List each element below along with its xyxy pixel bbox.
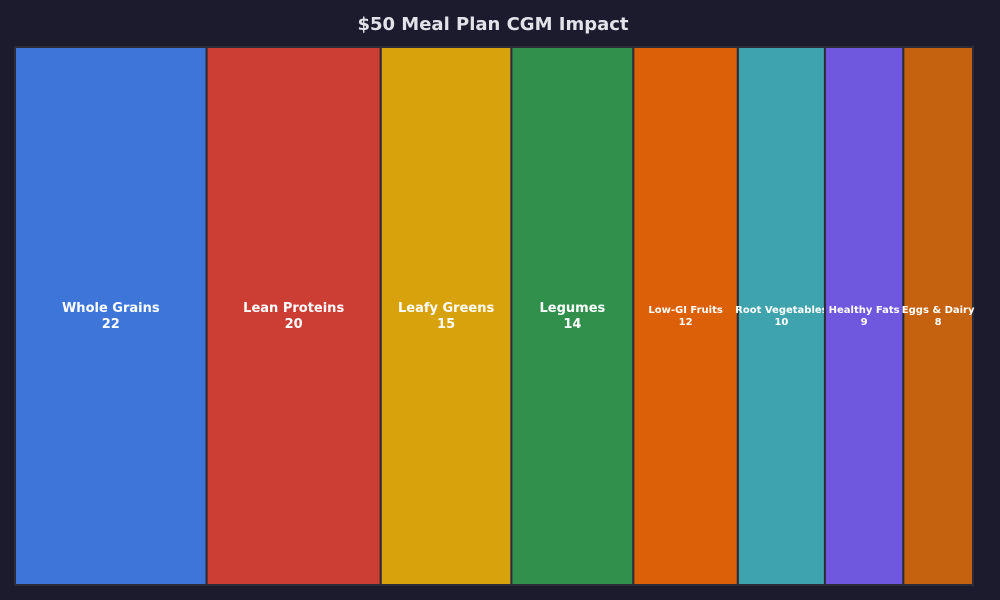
segment-value-whole-grains: 22 xyxy=(102,317,120,332)
segment-lean-proteins xyxy=(205,46,382,586)
segment-label-healthy-fats: Healthy Fats xyxy=(829,305,900,316)
segment-label-lean-proteins: Lean Proteins xyxy=(243,301,344,316)
segment-label-low-gi-fruits: Low-GI Fruits xyxy=(648,305,722,316)
segment-value-legumes: 14 xyxy=(563,317,581,332)
segment-low-gi-fruits xyxy=(632,46,739,586)
segment-label-root-vegetables: Root Vegetables xyxy=(735,305,828,316)
segment-value-healthy-fats: 9 xyxy=(861,317,868,328)
segment-root-vegetables xyxy=(736,46,826,586)
segment-label-whole-grains: Whole Grains xyxy=(62,301,160,316)
segment-value-root-vegetables: 10 xyxy=(774,317,788,328)
segment-label-legumes: Legumes xyxy=(539,301,605,316)
segment-value-eggs-dairy: 8 xyxy=(935,317,942,328)
segment-label-eggs-dairy: Eggs & Dairy xyxy=(902,305,975,316)
segment-legumes xyxy=(510,46,635,586)
segment-value-low-gi-fruits: 12 xyxy=(679,317,693,328)
segment-value-leafy-greens: 15 xyxy=(437,317,455,332)
segment-value-lean-proteins: 20 xyxy=(285,317,303,332)
segment-leafy-greens xyxy=(379,46,513,586)
segment-eggs-dairy xyxy=(902,46,975,586)
chart-title: $50 Meal Plan CGM Impact xyxy=(357,14,628,35)
segment-label-leafy-greens: Leafy Greens xyxy=(398,301,494,316)
segment-whole-grains xyxy=(14,46,208,586)
segment-healthy-fats xyxy=(823,46,905,586)
